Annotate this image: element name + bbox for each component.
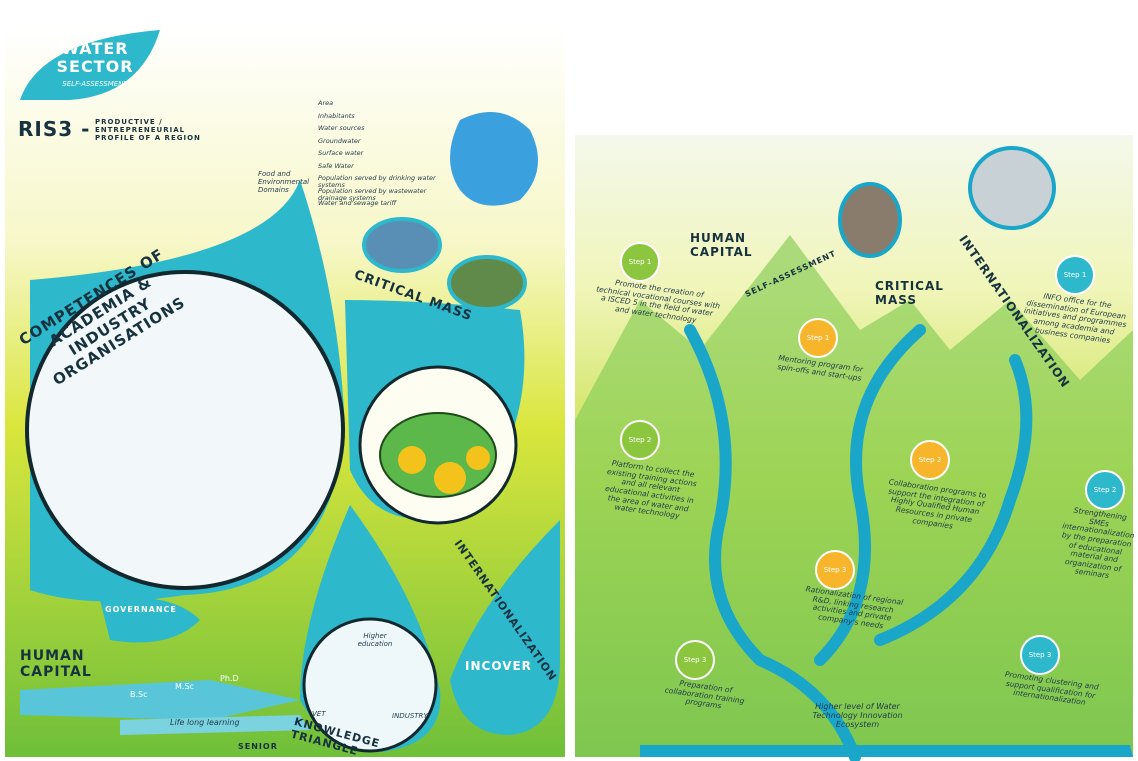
- coin: [398, 446, 426, 474]
- triangle-node: Higher education: [345, 632, 405, 648]
- ris3-title: RIS3 -: [18, 118, 98, 141]
- step-label: Step 2: [620, 436, 660, 444]
- stat-label: Water sources: [318, 125, 438, 132]
- stat-label: Surface water: [318, 150, 438, 157]
- step-label: Step 2: [1085, 486, 1125, 494]
- photo: [364, 219, 440, 271]
- step-label: Step 3: [675, 656, 715, 664]
- degree: Ph.D: [220, 674, 260, 683]
- europe-map: [450, 112, 538, 206]
- goal: Higher level of Water Technology Innovat…: [800, 702, 915, 730]
- stat-label: Groundwater: [318, 138, 438, 145]
- triangle-node: INDUSTRY: [392, 712, 442, 720]
- stat-label: Area: [318, 100, 438, 107]
- lake: [640, 745, 1133, 757]
- step-label: Step 3: [1020, 651, 1060, 659]
- step-text: Strengthening SMEs internationalization …: [1056, 505, 1137, 583]
- step-label: Step 2: [910, 456, 950, 464]
- senior: SENIOR: [238, 742, 298, 751]
- degree: B.Sc: [130, 690, 170, 699]
- badge-subtitle: SELF-ASSESSMENT: [45, 80, 145, 88]
- artwork: [0, 0, 1138, 761]
- ris3-subtitle: PRODUCTIVE / ENTREPRENEURIAL PROFILE OF …: [95, 118, 225, 142]
- step-label: Step 1: [1055, 271, 1095, 279]
- poster: WATER SECTOR SELF-ASSESSMENT RIS3 -PRODUCT…: [0, 0, 1138, 761]
- lifelong: Life long learning: [170, 718, 280, 727]
- stat-label: Water and sewage tariff: [318, 200, 438, 207]
- step-label: Step 1: [620, 258, 660, 266]
- triangle-node: VET: [312, 710, 342, 718]
- governance: GOVERNANCE: [105, 605, 185, 614]
- incover: INCOVER: [465, 660, 535, 674]
- coin: [434, 462, 466, 494]
- human-capital-title: HUMAN CAPITAL: [20, 648, 100, 680]
- pillar-title: CRITICAL MASS: [875, 280, 955, 308]
- step-label: Step 3: [815, 566, 855, 574]
- coin: [466, 446, 490, 470]
- photo: [449, 257, 525, 309]
- photo: [970, 148, 1054, 228]
- stat-label: Safe Water: [318, 163, 438, 170]
- stat-label: Inhabitants: [318, 113, 438, 120]
- degree: M.Sc: [175, 682, 215, 691]
- pillar-title: HUMAN CAPITAL: [690, 232, 780, 260]
- step-label: Step 1: [798, 334, 838, 342]
- badge-title: WATER SECTOR: [45, 40, 145, 77]
